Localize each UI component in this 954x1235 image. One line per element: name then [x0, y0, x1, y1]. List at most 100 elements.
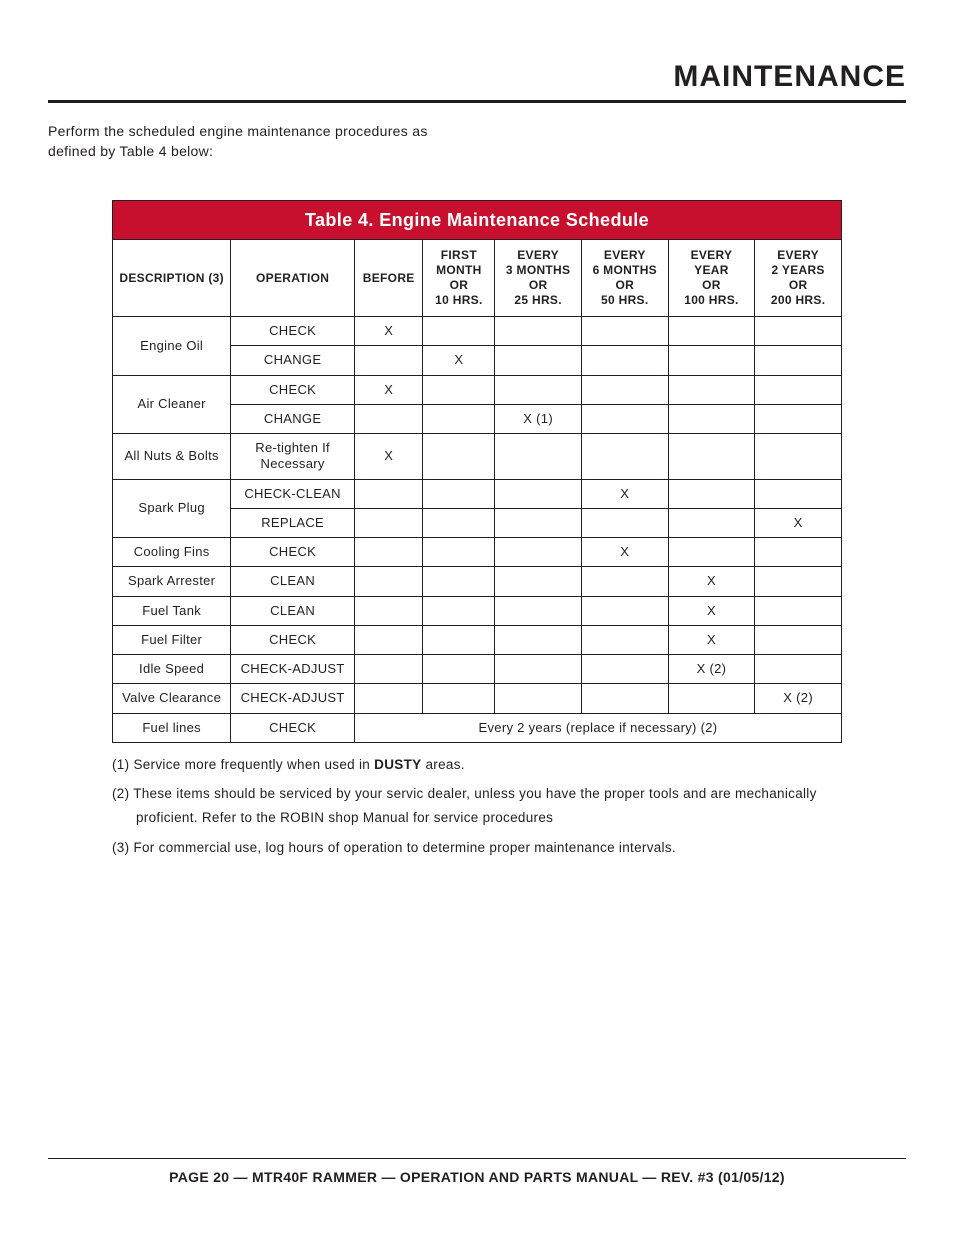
table-cell-mark	[423, 434, 495, 480]
table-cell-mark: X	[581, 538, 668, 567]
table-cell-mark	[755, 346, 842, 375]
footnote-1-post: areas.	[421, 757, 464, 772]
table-cell-mark	[755, 625, 842, 654]
table-cell-mark	[495, 596, 582, 625]
table-cell-mark	[495, 508, 582, 537]
intro-text: Perform the scheduled engine maintenance…	[48, 121, 478, 162]
table-cell-mark: X	[581, 479, 668, 508]
table-cell-mark	[423, 567, 495, 596]
table-cell-mark	[581, 655, 668, 684]
table-cell-description: All Nuts & Bolts	[113, 434, 231, 480]
table-row: Valve ClearanceCHECK-ADJUSTX (2)	[113, 684, 842, 713]
table-cell-mark	[354, 346, 423, 375]
table-cell-mark	[495, 434, 582, 480]
table-cell-mark: X	[668, 625, 755, 654]
table-cell-mark	[354, 625, 423, 654]
table-cell-operation: CHANGE	[231, 346, 355, 375]
table-cell-mark	[581, 434, 668, 480]
table-cell-operation: CHECK	[231, 538, 355, 567]
table-row: Idle SpeedCHECK-ADJUSTX (2)	[113, 655, 842, 684]
footer-text: PAGE 20 — MTR40F RAMMER — OPERATION AND …	[48, 1169, 906, 1185]
table-cell-mark	[668, 317, 755, 346]
table-cell-mark	[495, 655, 582, 684]
table-cell-mark	[755, 655, 842, 684]
table-col-header: EVERY6 MONTHSOR50 HRS.	[581, 240, 668, 317]
table-cell-mark	[668, 404, 755, 433]
table-cell-mark	[423, 404, 495, 433]
table-cell-description: Air Cleaner	[113, 375, 231, 434]
table-cell-operation: CHECK	[231, 713, 355, 742]
footnote-2b: proficient. Refer to the ROBIN shop Manu…	[112, 808, 842, 828]
table-cell-mark	[495, 346, 582, 375]
table-row: Spark PlugCHECK-CLEANX	[113, 479, 842, 508]
footnote-2a: (2) These items should be serviced by yo…	[112, 784, 842, 804]
table-cell-mark	[354, 655, 423, 684]
table-cell-description: Fuel lines	[113, 713, 231, 742]
table-cell-mark	[755, 317, 842, 346]
table-cell-mark	[755, 596, 842, 625]
table-cell-mark	[495, 375, 582, 404]
table-row: All Nuts & BoltsRe-tighten IfNecessaryX	[113, 434, 842, 480]
table-cell-description: Engine Oil	[113, 317, 231, 376]
table-cell-operation: CLEAN	[231, 596, 355, 625]
table-cell-mark	[423, 508, 495, 537]
table-col-header: EVERYYEAROR100 HRS.	[668, 240, 755, 317]
table-cell-operation: CHECK	[231, 375, 355, 404]
table-cell-mark	[354, 684, 423, 713]
table-col-header: OPERATION	[231, 240, 355, 317]
table-cell-mark	[668, 684, 755, 713]
table-cell-operation: CLEAN	[231, 567, 355, 596]
table-cell-mark	[495, 684, 582, 713]
table-cell-mark	[755, 434, 842, 480]
table-cell-mark	[495, 317, 582, 346]
table-cell-operation: CHECK-ADJUST	[231, 655, 355, 684]
table-cell-mark: X (2)	[668, 655, 755, 684]
table-cell-mark	[668, 434, 755, 480]
table-cell-mark	[354, 596, 423, 625]
table-cell-mark	[581, 404, 668, 433]
table-cell-mark	[581, 346, 668, 375]
table-cell-mark	[581, 567, 668, 596]
footnote-3: (3) For commercial use, log hours of ope…	[112, 838, 842, 858]
table-cell-mark: X	[354, 375, 423, 404]
table-cell-mark	[581, 375, 668, 404]
footnotes: (1) Service more frequently when used in…	[112, 755, 842, 857]
table-cell-mark: X	[755, 508, 842, 537]
table-row: Fuel FilterCHECKX	[113, 625, 842, 654]
table-cell-mark	[354, 508, 423, 537]
table-cell-mark	[581, 508, 668, 537]
table-cell-description: Fuel Tank	[113, 596, 231, 625]
table-cell-mark: X	[668, 596, 755, 625]
table-cell-operation: Re-tighten IfNecessary	[231, 434, 355, 480]
table-col-header: EVERY2 YEARSOR200 HRS.	[755, 240, 842, 317]
table-cell-description: Fuel Filter	[113, 625, 231, 654]
table-row: Fuel TankCLEAN X	[113, 596, 842, 625]
table-cell-mark	[581, 317, 668, 346]
table-cell-description: Valve Clearance	[113, 684, 231, 713]
table-cell-mark	[423, 317, 495, 346]
table-cell-mark	[668, 346, 755, 375]
table-cell-operation: CHANGE	[231, 404, 355, 433]
table-cell-mark	[495, 538, 582, 567]
table-row: Fuel linesCHECKEvery 2 years (replace if…	[113, 713, 842, 742]
table-cell-mark	[495, 479, 582, 508]
table-cell-description: Spark Arrester	[113, 567, 231, 596]
table-cell-mark	[668, 538, 755, 567]
table-cell-mark	[423, 538, 495, 567]
table-cell-mark	[755, 404, 842, 433]
table-col-header: EVERY3 MONTHSOR25 HRS.	[495, 240, 582, 317]
table-cell-mark	[354, 567, 423, 596]
table-cell-mark	[354, 404, 423, 433]
table-cell-mark	[581, 625, 668, 654]
table-title: Table 4. Engine Maintenance Schedule	[113, 200, 842, 240]
table-cell-mark	[755, 538, 842, 567]
header-rule	[48, 100, 906, 103]
table-cell-mark	[581, 684, 668, 713]
table-cell-mark	[423, 684, 495, 713]
table-cell-mark: X	[423, 346, 495, 375]
table-col-header: DESCRIPTION (3)	[113, 240, 231, 317]
table-cell-mark	[668, 375, 755, 404]
page-title: MAINTENANCE	[48, 60, 906, 94]
table-cell-mark	[423, 625, 495, 654]
table-cell-mark	[668, 508, 755, 537]
